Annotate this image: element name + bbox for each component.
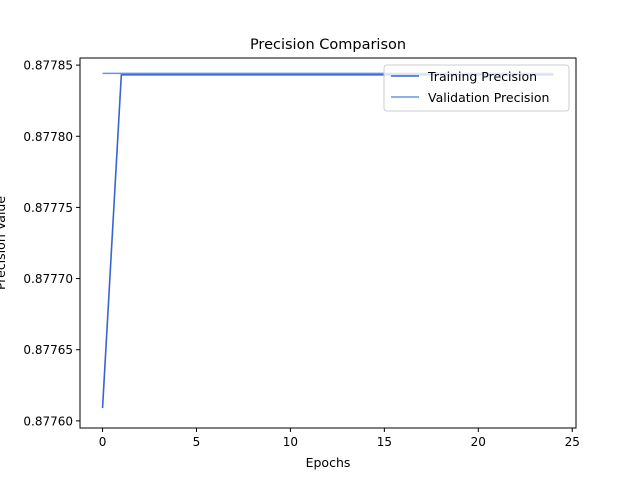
y-tick-label: 0.87770 <box>23 272 73 286</box>
legend: Training Precision Validation Precision <box>383 64 570 112</box>
y-tick-label: 0.87760 <box>23 414 73 428</box>
y-tick-label: 0.87785 <box>23 59 73 73</box>
legend-label-validation: Validation Precision <box>428 90 549 105</box>
x-axis-ticks: 0 5 10 15 20 25 <box>99 428 580 449</box>
chart-title: Precision Comparison <box>250 37 406 53</box>
y-tick-label: 0.87775 <box>23 201 73 215</box>
y-axis-label: Precision Value <box>0 196 8 290</box>
y-tick-label: 0.87780 <box>23 130 73 144</box>
legend-box <box>383 64 570 112</box>
x-tick-label: 20 <box>471 435 486 449</box>
y-tick-label: 0.87765 <box>23 343 73 357</box>
x-tick-label: 0 <box>99 435 107 449</box>
x-tick-label: 15 <box>377 435 392 449</box>
x-axis-label: Epochs <box>306 455 351 470</box>
x-tick-label: 10 <box>283 435 298 449</box>
y-axis-ticks: 0.87760 0.87765 0.87770 0.87775 0.87780 0.877… <box>23 59 80 428</box>
plot-frame <box>79 57 577 429</box>
x-tick-label: 25 <box>565 435 580 449</box>
x-tick-label: 5 <box>193 435 201 449</box>
legend-label-training: Training Precision <box>427 69 537 84</box>
